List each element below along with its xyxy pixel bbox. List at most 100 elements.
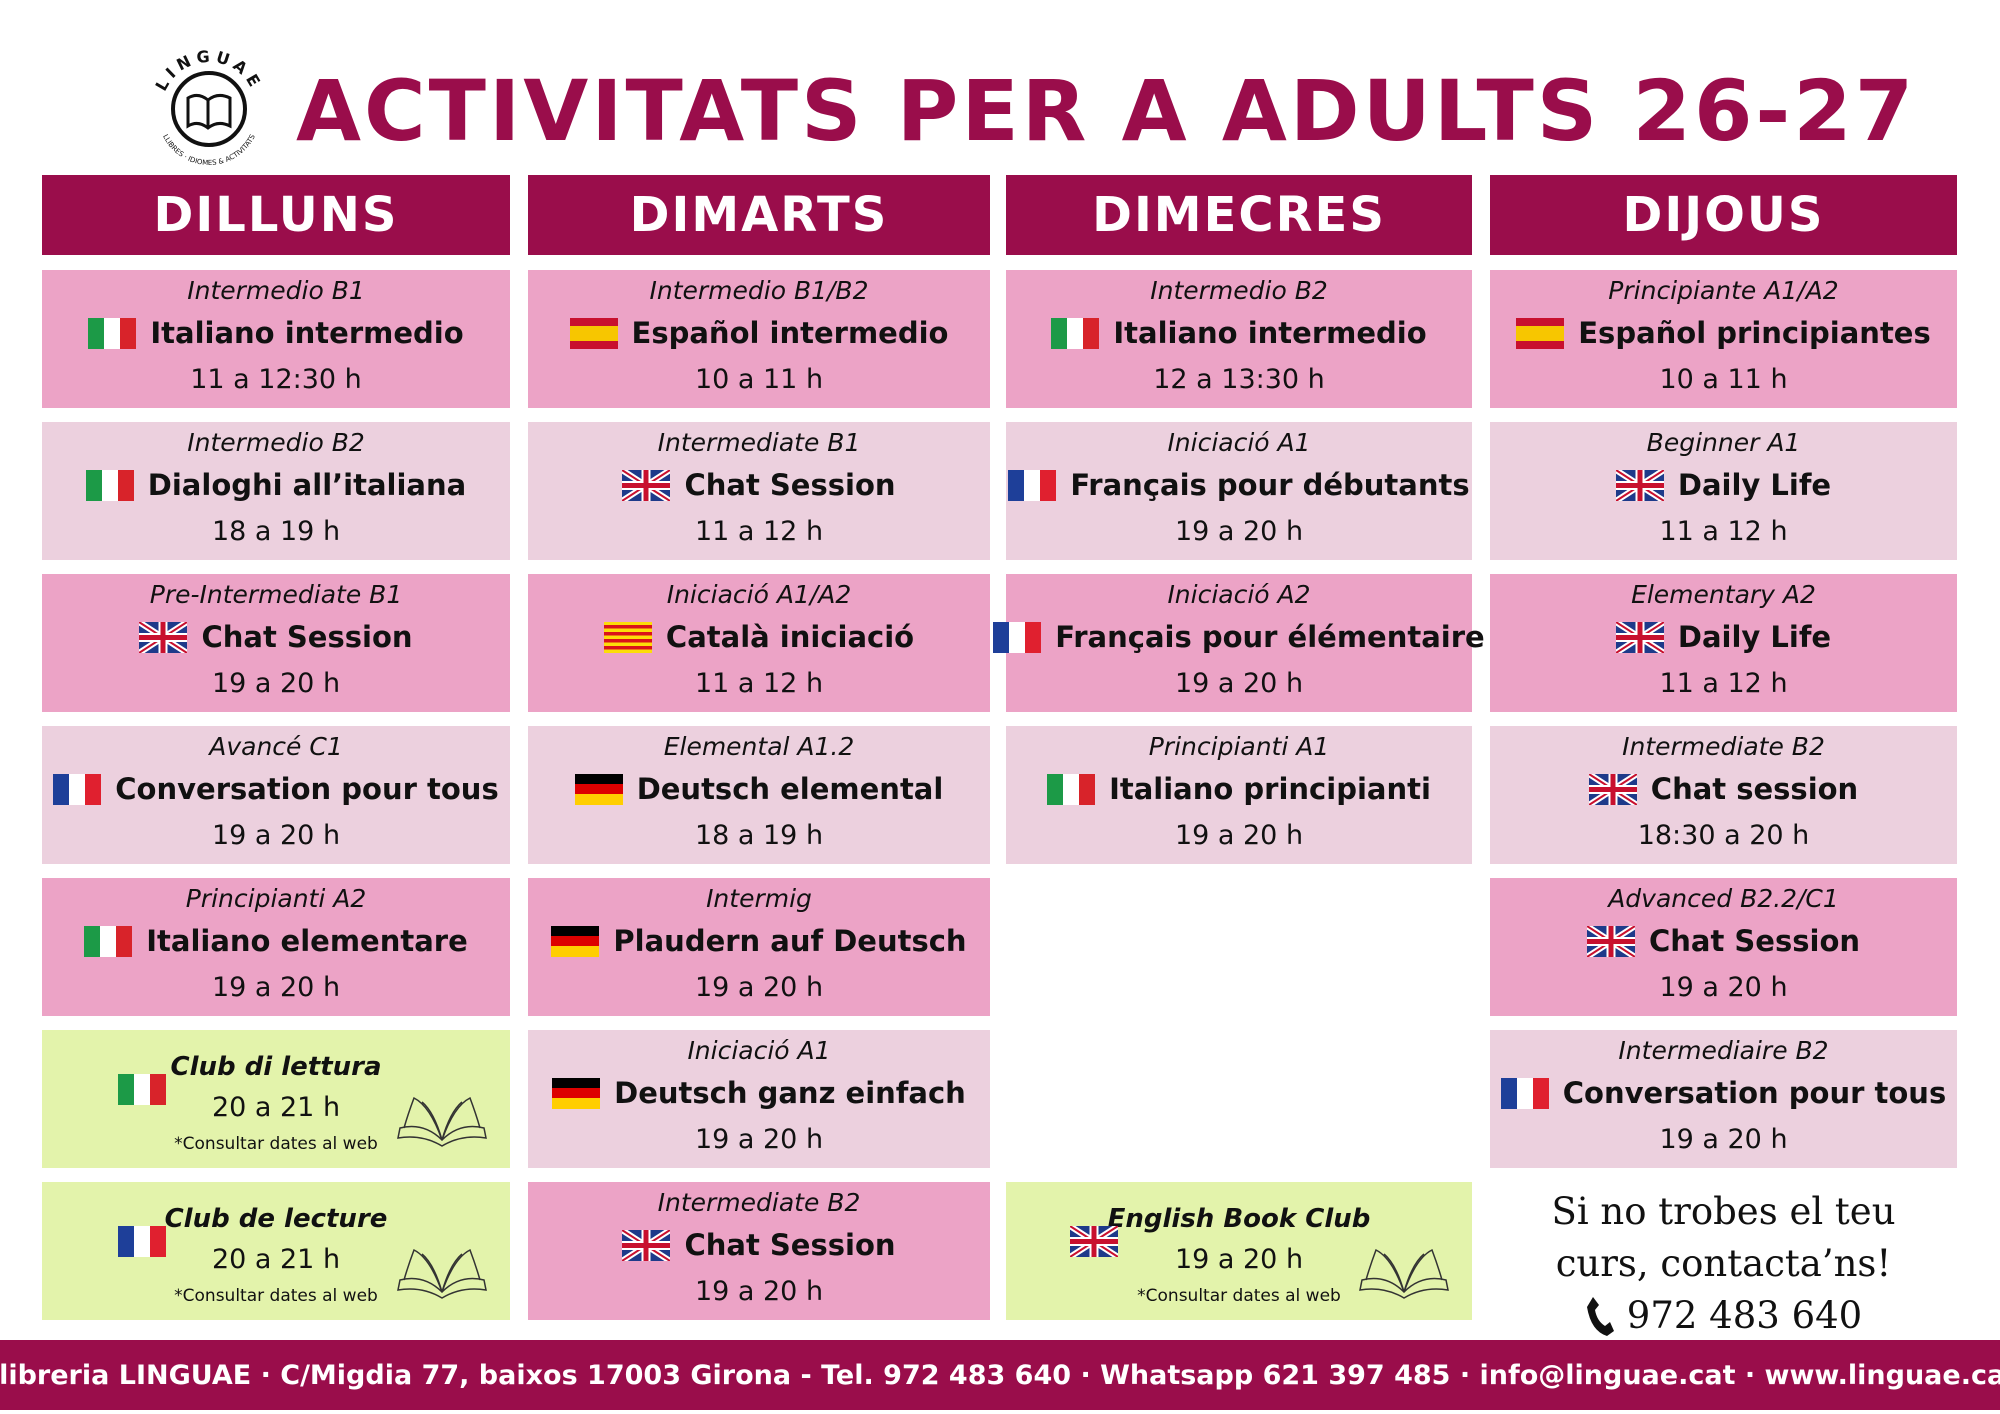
flag-wrap: [1615, 621, 1664, 653]
flag: [993, 621, 1042, 653]
flag-wrap: [84, 925, 133, 957]
club-name: English Book Club: [1107, 1204, 1371, 1234]
day-header: DIMARTS: [528, 175, 990, 255]
logo-tagline-path: LLIBRES · IDIOMES & ACTIVITATS: [161, 133, 257, 167]
level: Iniciació A1: [687, 1036, 831, 1065]
book-wrap: [1356, 1244, 1452, 1304]
class-cell: Intermedio B1/B2 Español intermedio 10 a 1…: [528, 270, 990, 408]
flag: [139, 621, 188, 653]
flag: [1047, 773, 1096, 805]
club-cell: Club di lettura 20 a 21 h *Consultar dates…: [42, 1030, 510, 1168]
level: Intermig: [706, 884, 812, 913]
logo-name: LINGUAE: [151, 47, 266, 95]
flag: [622, 469, 671, 501]
class-cell: Intermig Plaudern auf Deutsch 19 a 20 h: [528, 878, 990, 1016]
flag: [1586, 925, 1635, 957]
flag: [118, 1226, 166, 1257]
class-cell: Intermedio B2 Italiano intermedio 12 a 13:…: [1006, 270, 1472, 408]
club-note: *Consultar dates al web: [174, 1286, 378, 1306]
flag-wrap: [1516, 317, 1565, 349]
level: Intermedio B1/B2: [649, 276, 869, 305]
course-name: Daily Life: [1677, 468, 1832, 502]
name-row: Daily Life: [1490, 620, 1957, 654]
course-name: Deutsch ganz einfach: [614, 1076, 966, 1110]
day-header: DILLUNS: [42, 175, 510, 255]
book-icon: [1359, 1248, 1449, 1299]
name-row: Deutsch elemental: [528, 772, 990, 806]
flag-wrap: [118, 1226, 166, 1261]
time: 11 a 12 h: [1659, 668, 1788, 699]
class-cell: Elemental A1.2 Deutsch elemental 18 a 19 h: [528, 726, 990, 864]
book-wrap: [394, 1092, 490, 1152]
flag-wrap: [1615, 469, 1664, 501]
flag-wrap: [1068, 1223, 1120, 1261]
class-cell: Advanced B2.2/C1 Chat Session 19 a 20 h: [1490, 878, 1957, 1016]
flag: [603, 621, 652, 653]
class-cell: Iniciació A1 Français pour débutants 19 a …: [1006, 422, 1472, 560]
course-name: Italiano elementare: [146, 924, 468, 958]
class-cell: Intermediate B1 Chat Session 11 a 12 h: [528, 422, 990, 560]
book-icon: [397, 1096, 487, 1147]
course-name: Plaudern auf Deutsch: [613, 924, 967, 958]
flag: [569, 317, 618, 349]
course-name: Conversation pour tous: [1562, 1076, 1947, 1110]
flag-wrap: [993, 621, 1042, 653]
logo-tagline: LLIBRES · IDIOMES & ACTIVITATS: [161, 133, 257, 167]
level: Intermedio B2: [187, 428, 365, 457]
book-wrap: [394, 1244, 490, 1304]
club-cell: Club de lecture 20 a 21 h *Consultar dates…: [42, 1182, 510, 1320]
course-name: Español intermedio: [631, 316, 949, 350]
time: 18:30 a 20 h: [1637, 820, 1810, 851]
level: Principianti A1: [1148, 732, 1330, 761]
time: 11 a 12 h: [694, 668, 824, 699]
level: Intermedio B1: [187, 276, 365, 305]
flag-wrap: [551, 925, 600, 957]
flag: [1068, 1223, 1120, 1260]
club-time: 20 a 21 h: [211, 1092, 341, 1123]
contact-line: curs, contacta’ns!: [1555, 1242, 1892, 1285]
contact-phone: 972 483 640: [1626, 1294, 1863, 1337]
day-header: DIMECRES: [1006, 175, 1472, 255]
time: 19 a 20 h: [1174, 516, 1304, 547]
flag-wrap: [1588, 773, 1637, 805]
class-cell: Iniciació A2 Français pour élémentaire 19 …: [993, 574, 1485, 712]
flag: [1008, 469, 1057, 501]
level: Intermediate B2: [657, 1188, 861, 1217]
level: Elementary A2: [1631, 580, 1816, 609]
time: 19 a 20 h: [1659, 972, 1788, 1003]
flag: [552, 1077, 601, 1109]
flag-wrap: [1008, 469, 1057, 501]
level: Elemental A1.2: [663, 732, 855, 761]
flag: [1500, 1077, 1549, 1109]
flag: [85, 469, 134, 501]
class-cell: Intermediate B2 Chat Session 19 a 20 h: [528, 1182, 990, 1320]
level: Intermediate B2: [1622, 732, 1825, 761]
course-name: Italiano intermedio: [150, 316, 464, 350]
flag: [1588, 773, 1637, 805]
name-row: Italiano intermedio: [42, 316, 510, 350]
level: Intermediate B1: [657, 428, 861, 457]
club-name: Club di lettura: [170, 1052, 382, 1082]
name-row: Español principiantes: [1490, 316, 1957, 350]
name-row: Chat Session: [528, 468, 990, 502]
level: Iniciació A1: [1167, 428, 1311, 457]
flag-wrap: [569, 317, 618, 349]
class-cell: Intermediaire B2 Conversation pour tous 19…: [1490, 1030, 1957, 1168]
flag-wrap: [53, 773, 102, 805]
time: 10 a 11 h: [1659, 364, 1788, 395]
course-name: Dialoghi all’italiana: [147, 468, 467, 502]
flag-wrap: [1047, 773, 1096, 805]
time: 11 a 12:30 h: [190, 364, 362, 395]
course-name: Chat session: [1650, 772, 1859, 806]
flag: [1051, 317, 1100, 349]
logo-name-path: LINGUAE: [151, 47, 261, 95]
course-name: Chat Session: [201, 620, 413, 654]
time: 11 a 12 h: [694, 516, 824, 547]
class-cell: Principianti A1 Italiano principianti 19 a…: [1006, 726, 1472, 864]
course-name: Italiano principianti: [1109, 772, 1431, 806]
flag: [84, 925, 133, 957]
level: Principianti A2: [185, 884, 367, 913]
name-row: Italiano intermedio: [1006, 316, 1472, 350]
course-name: Français pour élémentaire: [1055, 620, 1485, 654]
flag-wrap: [574, 773, 623, 805]
